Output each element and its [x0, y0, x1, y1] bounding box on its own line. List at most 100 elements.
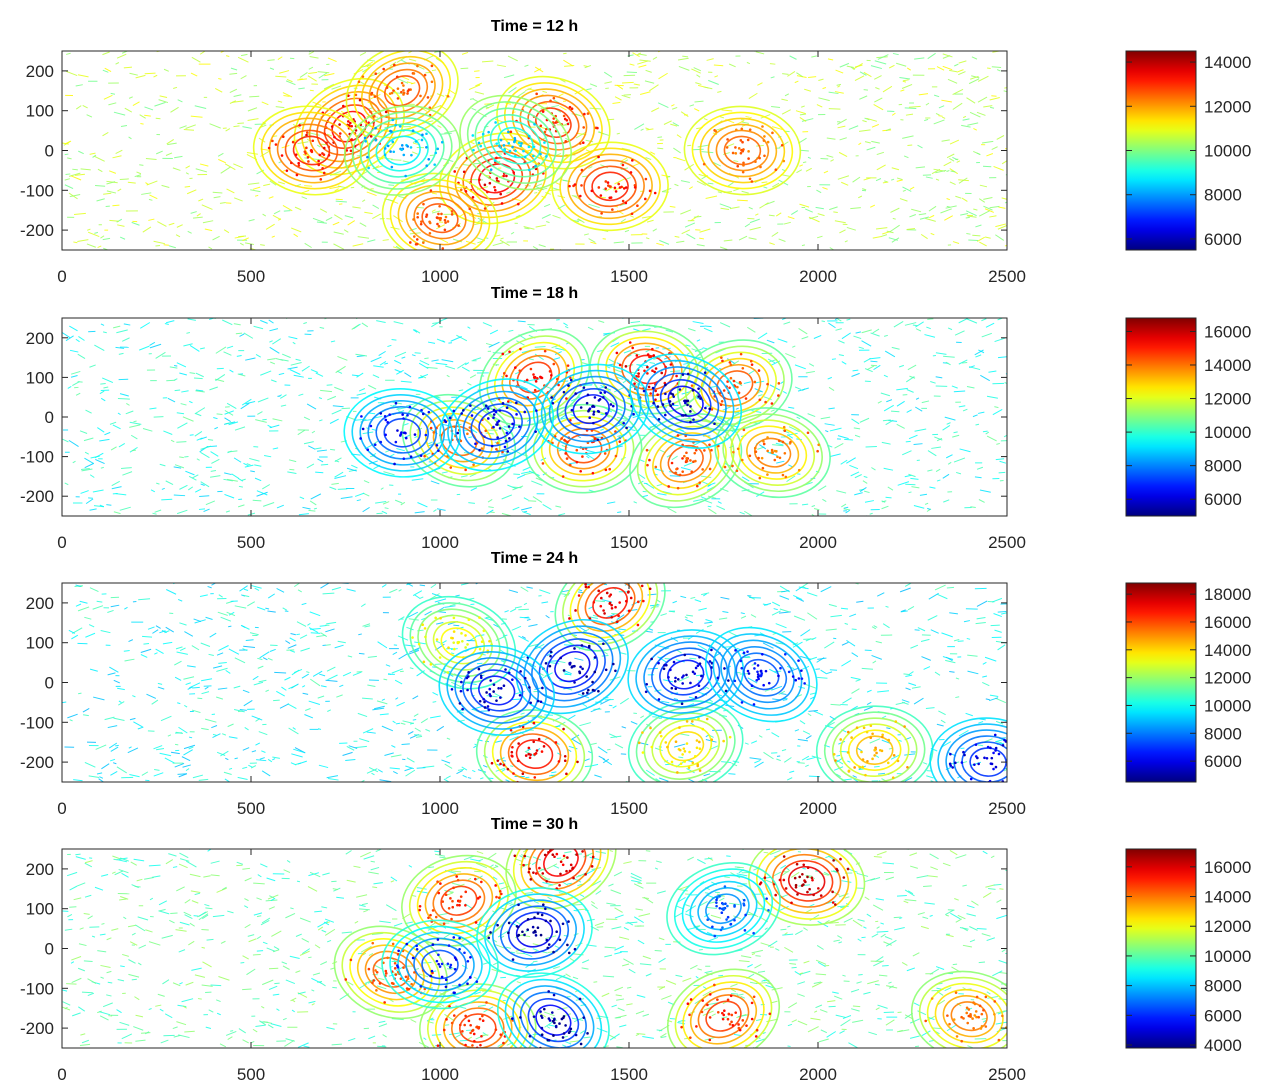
feature-10	[929, 717, 1007, 782]
feature-4	[401, 595, 517, 690]
feature-1	[554, 583, 666, 652]
x-tick-label: 500	[237, 1065, 265, 1084]
x-tick-label: 2500	[988, 267, 1026, 286]
feature-6	[345, 51, 459, 139]
feature-10	[683, 105, 802, 196]
colorbar-tick-label: 14000	[1204, 641, 1251, 660]
feature-8	[476, 887, 593, 978]
y-tick-label: -200	[20, 1019, 54, 1038]
colorbar-tick-label: 8000	[1204, 186, 1242, 205]
x-tick-label: 1000	[421, 1065, 459, 1084]
feature-7	[381, 172, 499, 250]
colorbar-tick-label: 16000	[1204, 322, 1251, 341]
panel-title: Time = 24 h	[491, 550, 578, 567]
y-tick-label: 200	[26, 62, 54, 81]
y-tick-label: 200	[26, 594, 54, 613]
y-tick-label: 100	[26, 900, 54, 919]
y-tick-label: -200	[20, 221, 54, 240]
feature-10	[343, 387, 461, 478]
colorbar-tick-label: 8000	[1204, 977, 1242, 996]
y-tick-label: -100	[20, 979, 54, 998]
x-tick-label: 2000	[799, 533, 837, 552]
feature-9	[459, 94, 572, 191]
colorbar: 16000 14000 12000 10000 8000 6000 4000	[1125, 848, 1251, 1055]
feature-8	[343, 105, 461, 196]
feature-7	[910, 970, 1007, 1048]
feature-8	[532, 363, 650, 455]
feature-1	[505, 849, 617, 910]
x-tick-label: 1500	[610, 799, 648, 818]
y-tick-label: 100	[26, 102, 54, 121]
feature-7	[438, 644, 555, 736]
colorbar-tick-label: 12000	[1204, 390, 1251, 409]
colorbar-tick-label: 10000	[1204, 142, 1251, 161]
colorbar-tick-label: 14000	[1204, 888, 1251, 907]
feature-9	[497, 972, 610, 1048]
colorbar-gradient	[1125, 50, 1197, 251]
y-tick-label: -200	[20, 487, 54, 506]
colorbar-tick-label: 6000	[1204, 752, 1242, 771]
colorbar-tick-label: 4000	[1204, 1036, 1242, 1055]
colorbar-tick-label: 16000	[1204, 858, 1251, 877]
feature-11	[439, 378, 555, 472]
colorbar-tick-label: 14000	[1204, 53, 1251, 72]
y-tick-label: 100	[26, 634, 54, 653]
x-tick-label: 2500	[988, 1065, 1026, 1084]
contour-field	[62, 318, 1007, 516]
feature-3	[627, 700, 744, 782]
contour-field	[62, 583, 1007, 782]
x-tick-label: 1000	[421, 799, 459, 818]
colorbar-tick-label: 10000	[1204, 423, 1251, 442]
colorbar: 18000 16000 14000 12000 10000 8000 6000	[1125, 582, 1251, 783]
y-tick-label: 200	[26, 329, 54, 348]
plot-area	[62, 51, 1007, 250]
colorbar-tick-label: 16000	[1204, 613, 1251, 632]
feature-5	[524, 403, 643, 494]
panel-title: Time = 12 h	[491, 18, 578, 35]
x-tick-label: 0	[57, 267, 66, 286]
x-tick-label: 1000	[421, 267, 459, 286]
panel-1: Time = 12 h0 500 1000 1500 2000 25002001000-1…	[20, 18, 1251, 286]
colorbar-gradient	[1125, 317, 1197, 517]
y-tick-label: -200	[20, 753, 54, 772]
feature-5	[551, 141, 669, 232]
colorbar-tick-label: 12000	[1204, 97, 1251, 116]
feature-9	[704, 626, 818, 723]
colorbar-tick-label: 10000	[1204, 947, 1251, 966]
y-tick-label: 0	[45, 940, 54, 959]
y-tick-label: 0	[45, 674, 54, 693]
y-tick-label: 0	[45, 408, 54, 427]
x-tick-label: 2000	[799, 799, 837, 818]
feature-9	[629, 353, 743, 449]
x-tick-label: 500	[237, 799, 265, 818]
y-tick-label: -100	[20, 181, 54, 200]
x-tick-label: 0	[57, 533, 66, 552]
colorbar-tick-label: 8000	[1204, 724, 1242, 743]
feature-5	[815, 705, 934, 782]
y-tick-label: 0	[45, 142, 54, 161]
panel-2: Time = 18 h0 500 1000 1500 2000 25002001000-1…	[20, 285, 1251, 552]
panel-3: Time = 24 h0 500 1000 1500 2000 25002001000-1…	[20, 550, 1251, 818]
feature-8	[627, 629, 745, 720]
x-tick-label: 1500	[610, 267, 648, 286]
contour-field	[62, 51, 1007, 250]
x-tick-label: 2000	[799, 1065, 837, 1084]
x-tick-label: 1500	[610, 1065, 648, 1084]
x-tick-label: 2000	[799, 267, 837, 286]
x-tick-label: 2500	[988, 799, 1026, 818]
y-tick-label: -100	[20, 713, 54, 732]
feature-2	[252, 105, 371, 196]
x-tick-label: 0	[57, 1065, 66, 1084]
y-tick-label: -100	[20, 448, 54, 467]
colorbar-gradient	[1125, 582, 1197, 783]
x-tick-label: 2500	[988, 533, 1026, 552]
plot-area	[62, 583, 1007, 782]
colorbar-tick-label: 12000	[1204, 669, 1251, 688]
colorbar-tick-label: 8000	[1204, 457, 1242, 476]
x-tick-label: 500	[237, 267, 265, 286]
colorbar-tick-label: 18000	[1204, 585, 1251, 604]
feature-6	[515, 618, 629, 715]
y-tick-label: 100	[26, 368, 54, 387]
panel-title: Time = 30 h	[491, 816, 578, 833]
y-tick-label: 200	[26, 860, 54, 879]
